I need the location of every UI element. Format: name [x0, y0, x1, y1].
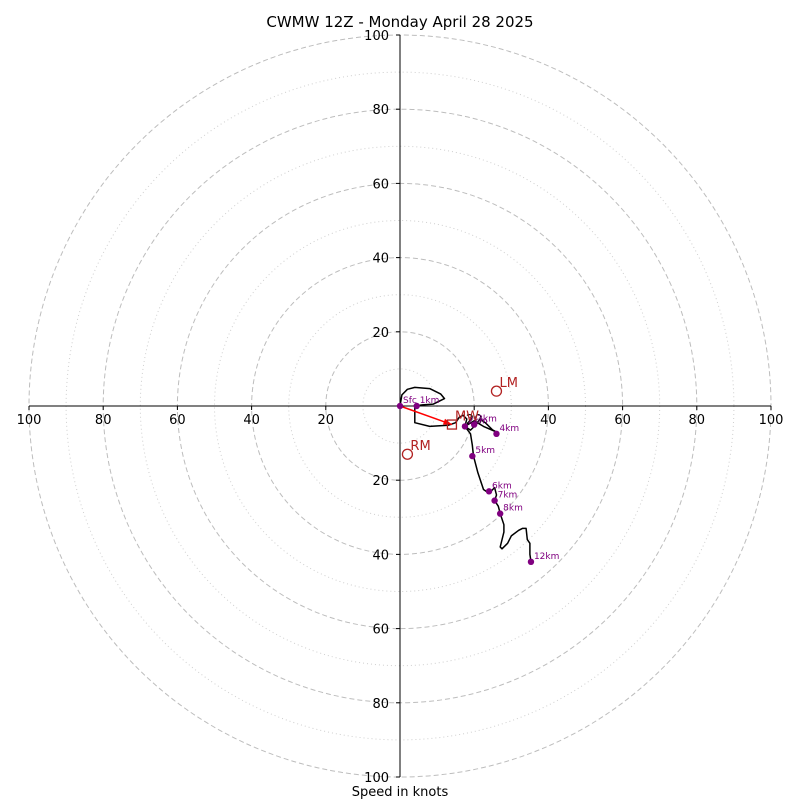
storm-motion-marker [490, 385, 503, 397]
axis-ticks: 1001008080606040402020202040406060808010… [17, 29, 784, 786]
y-tick-label: 60 [372, 623, 389, 638]
x-tick-label: 60 [614, 413, 631, 428]
y-tick-label: 60 [372, 177, 389, 192]
x-tick-label: 80 [95, 413, 112, 428]
x-tick-label: 60 [169, 413, 186, 428]
storm-motion-label: MW [455, 410, 479, 425]
y-tick-label: 100 [364, 771, 389, 786]
height-marker-label: 4km [499, 424, 519, 434]
mean-wind-box [446, 419, 458, 430]
storm-motion-label: LM [499, 376, 517, 391]
height-marker-dot [469, 452, 476, 460]
x-tick-label: 100 [759, 413, 784, 428]
y-tick-label: 40 [372, 548, 389, 563]
x-tick-label: 20 [318, 413, 335, 428]
height-marker-label: 2km [468, 416, 488, 426]
y-tick-label: 20 [372, 474, 389, 489]
y-tick-label: 100 [364, 29, 389, 44]
height-marker-label: Sfc [403, 396, 417, 406]
storm-motion-marker [401, 448, 414, 460]
y-tick-label: 20 [372, 326, 389, 341]
height-marker-label: 5km [475, 446, 495, 456]
x-tick-label: 40 [243, 413, 260, 428]
height-marker-dot [461, 423, 469, 430]
shear-arrow-line [399, 405, 453, 426]
height-marker-label: 12km [534, 552, 559, 562]
height-marker-label: 1km [420, 396, 440, 406]
height-marker-dot [493, 430, 500, 438]
x-tick-label: 80 [689, 413, 706, 428]
height-marker-label: 8km [503, 504, 523, 514]
storm-motion-markers: LM RM MW [401, 376, 518, 460]
height-marker-label: 7km [498, 491, 518, 501]
height-marker-dot [527, 558, 535, 566]
storm-motion-label: RM [410, 439, 430, 454]
height-marker-dot [396, 402, 404, 410]
height-marker-dot [491, 497, 498, 504]
y-tick-label: 40 [372, 252, 389, 267]
height-marker-label: 6km [492, 481, 512, 491]
y-tick-label: 80 [372, 103, 389, 118]
shear-arrow [399, 405, 453, 426]
height-marker-dot [413, 402, 420, 410]
height-marker-dot [496, 510, 504, 517]
chart-title: CWMW 12Z - Monday April 28 2025 [266, 13, 533, 31]
height-marker-dot [485, 488, 493, 495]
height-marker-dot [471, 421, 478, 428]
x-axis-label: Speed in knots [352, 785, 449, 800]
height-marker-label: 3km [477, 415, 497, 425]
y-tick-label: 80 [372, 697, 389, 712]
x-tick-label: 100 [17, 413, 42, 428]
x-tick-label: 40 [540, 413, 557, 428]
